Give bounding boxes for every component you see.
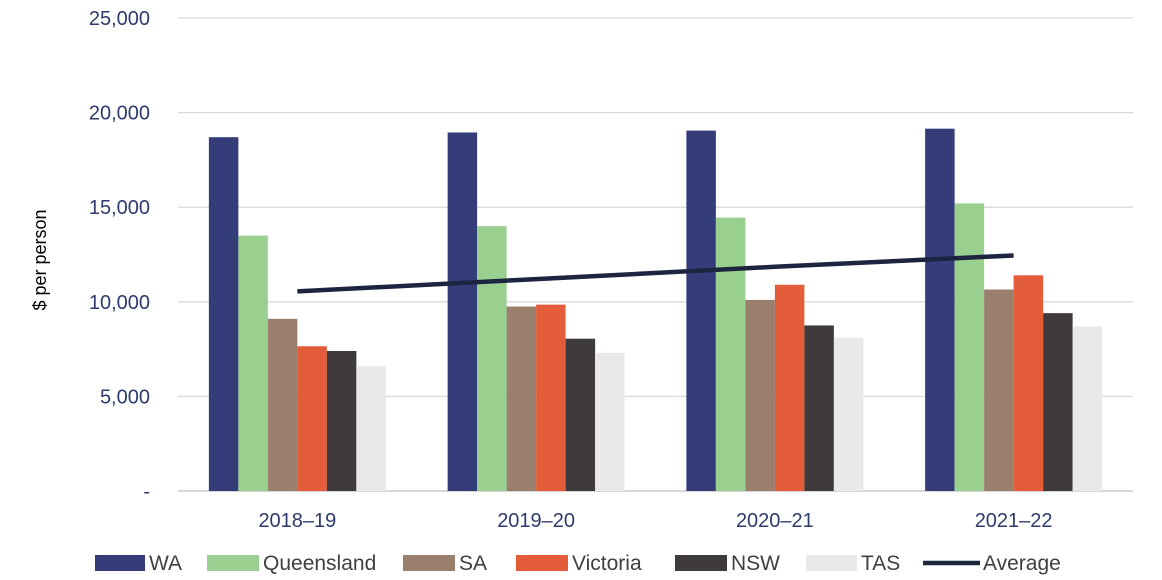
x-tick-label: 2018–19	[258, 510, 336, 532]
legend-label-sa: SA	[459, 552, 487, 575]
bar-nsw	[1043, 313, 1073, 491]
y-tick-label: 5,000	[100, 386, 150, 408]
bar-queensland	[477, 226, 507, 491]
bar-victoria	[297, 346, 327, 491]
y-tick-label: 10,000	[89, 292, 150, 314]
y-tick-label: 15,000	[89, 197, 150, 219]
legend-swatch-sa	[403, 555, 455, 571]
y-axis-title: $ per person	[30, 209, 50, 310]
legend-label-nsw: NSW	[731, 552, 780, 575]
legend-label-average: Average	[983, 552, 1061, 575]
bar-wa	[925, 128, 955, 491]
y-tick-label: 25,000	[89, 8, 150, 30]
bar-wa	[208, 137, 239, 492]
legend: WA Queensland SA Victoria NSW TAS Average	[95, 552, 1061, 575]
bar-sa	[267, 318, 298, 491]
legend-label-victoria: Victoria	[572, 552, 642, 575]
bar-tas	[1072, 326, 1103, 491]
bar-tas	[833, 337, 864, 491]
bar-nsw	[804, 325, 834, 491]
bar-queensland	[238, 235, 268, 491]
bar-wa	[686, 130, 716, 491]
legend-label-tas: TAS	[861, 552, 900, 575]
legend-swatch-tas	[806, 555, 857, 571]
y-tick-label: -	[143, 481, 150, 503]
legend-label-wa: WA	[149, 552, 182, 575]
x-tick-label: 2021–22	[975, 510, 1053, 532]
bar-sa	[745, 299, 775, 491]
bar-victoria	[1013, 275, 1044, 491]
legend-swatch-victoria	[516, 555, 568, 571]
legend-swatch-wa	[95, 555, 145, 571]
bar-sa	[506, 306, 537, 491]
bar-victoria	[774, 284, 805, 491]
bar-victoria	[536, 304, 566, 491]
bar-wa	[447, 132, 478, 491]
bar-nsw	[326, 350, 357, 491]
bar-queensland	[715, 217, 746, 491]
x-axis-ticks: 2018–19 2019–20 2020–21 2021–22	[258, 510, 1052, 532]
bar-sa	[984, 289, 1014, 491]
y-axis-ticks: - 5,000 10,000 15,000 20,000 25,000	[89, 8, 150, 503]
x-tick-label: 2019–20	[497, 510, 575, 532]
y-tick-label: 20,000	[89, 103, 150, 125]
average-line	[297, 253, 1014, 294]
legend-label-queensland: Queensland	[263, 552, 376, 575]
legend-swatch-nsw	[675, 555, 727, 571]
bar-nsw	[565, 338, 596, 491]
average-line-group	[297, 253, 1014, 294]
bars	[208, 128, 1103, 492]
bar-queensland	[954, 203, 985, 491]
legend-swatch-queensland	[207, 555, 259, 571]
x-tick-label: 2020–21	[736, 510, 814, 532]
bar-tas	[356, 366, 386, 491]
bar-tas	[595, 352, 625, 491]
